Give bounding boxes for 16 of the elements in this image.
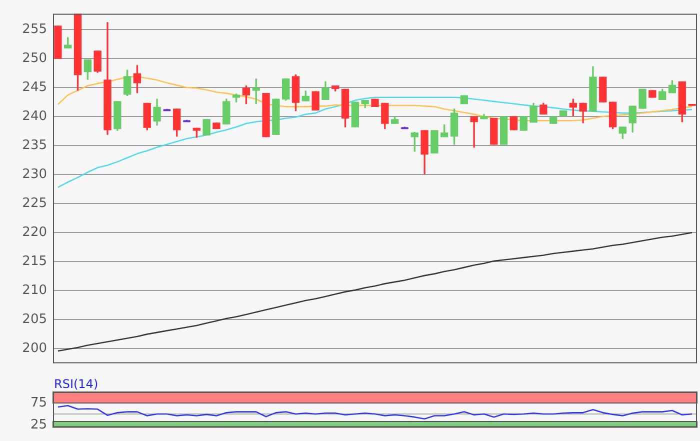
y-tick-label: 220 [22, 224, 47, 240]
y-tick-label: 215 [22, 254, 47, 270]
candlestick [470, 116, 478, 148]
y-tick-label: 205 [22, 312, 47, 328]
y-tick-label: 210 [22, 283, 47, 298]
y-tick-label: 225 [22, 196, 47, 211]
y-tick-label: 240 [22, 108, 47, 124]
y-tick-label: 230 [22, 166, 47, 182]
y-tick-label: 75 [30, 395, 47, 410]
y-tick-label: 200 [22, 341, 47, 356]
y-tick-label: 250 [22, 50, 47, 66]
y-tick-label: 255 [22, 22, 47, 37]
y-tick-label: 25 [30, 417, 47, 432]
y-tick-label: 245 [22, 80, 47, 95]
chart-title: RSI(14) [54, 377, 98, 392]
y-tick-label: 235 [22, 138, 47, 153]
